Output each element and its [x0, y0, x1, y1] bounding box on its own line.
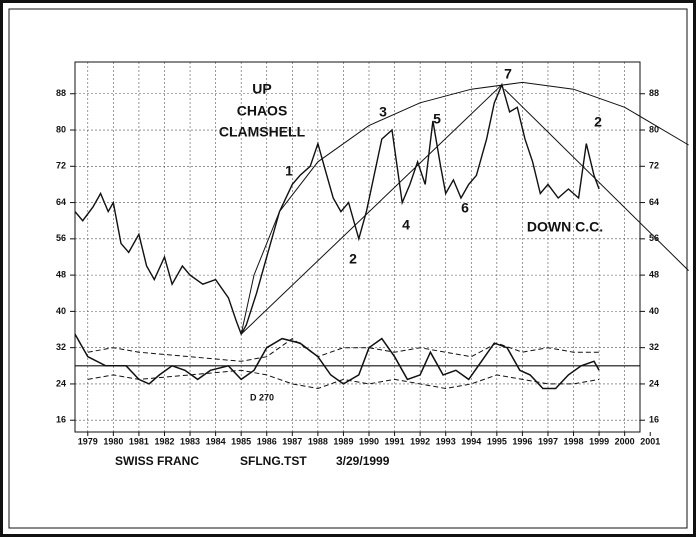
- y2-tick-label: 32: [649, 342, 659, 352]
- clamshell-arc: [240, 81, 689, 335]
- footer-text: SFLNG.TST: [240, 454, 307, 468]
- x-tick-label: 1991: [385, 436, 405, 446]
- x-tick-label: 1979: [78, 436, 98, 446]
- y2-tick-label: 24: [649, 378, 659, 388]
- y2-tick-label: 16: [649, 415, 659, 425]
- x-tick-label: 1985: [231, 436, 251, 446]
- plot-frame: [74, 61, 641, 433]
- y-tick-label: 40: [56, 306, 66, 316]
- y2-tick-label: 72: [649, 161, 659, 171]
- annotation: UP: [252, 81, 271, 97]
- x-tick-label: 1983: [180, 436, 200, 446]
- annotation: DOWN C.C.: [527, 219, 603, 235]
- annotation: D 270: [250, 392, 274, 402]
- x-tick-label: 1987: [282, 436, 302, 446]
- annotation: 6: [461, 200, 469, 216]
- x-tick-label: 1986: [257, 436, 277, 446]
- annotation: CLAMSHELL: [219, 124, 306, 140]
- lower-band: [87, 369, 600, 390]
- annotation: 5: [433, 111, 441, 127]
- y-tick-label: 56: [56, 233, 66, 243]
- x-tick-label: 2000: [615, 436, 635, 446]
- x-tick-label: 1988: [308, 436, 328, 446]
- x-tick-label: 1984: [206, 436, 226, 446]
- x-tick-label: 1980: [103, 436, 123, 446]
- price-line: [74, 82, 600, 336]
- x-tick-label: 1993: [436, 436, 456, 446]
- y2-tick-label: 40: [649, 306, 659, 316]
- x-tick-label: 1982: [154, 436, 174, 446]
- annotation: CHAOS: [237, 103, 288, 119]
- trend-line: [240, 84, 503, 335]
- y2-tick-label: 56: [649, 233, 659, 243]
- x-tick-label: 1992: [410, 436, 430, 446]
- inner-frame: [8, 8, 688, 529]
- y2-tick-label: 64: [649, 197, 659, 207]
- x-tick-label: 1981: [129, 436, 149, 446]
- y-tick-label: 48: [56, 269, 66, 279]
- y-tick-label: 16: [56, 415, 66, 425]
- y-tick-label: 64: [56, 197, 66, 207]
- y-tick-label: 88: [56, 88, 66, 98]
- oscillator-line: [74, 333, 600, 390]
- x-tick-label: 1996: [512, 436, 532, 446]
- y-tick-label: 32: [56, 342, 66, 352]
- annotation: 3: [379, 104, 387, 120]
- trend-line: [504, 88, 689, 271]
- x-tick-label: 1995: [487, 436, 507, 446]
- annotation: 2: [349, 251, 357, 267]
- footer-text: 3/29/1999: [336, 454, 390, 468]
- annotation: 4: [402, 217, 410, 233]
- annotation: 7: [504, 66, 512, 82]
- y-tick-label: 24: [56, 378, 66, 388]
- y-tick-label: 80: [56, 124, 66, 134]
- footer-text: SWISS FRANC: [115, 454, 199, 468]
- x-tick-label: 2001: [640, 436, 660, 446]
- x-tick-label: 1994: [461, 436, 481, 446]
- x-tick-label: 1997: [538, 436, 558, 446]
- y2-tick-label: 48: [649, 269, 659, 279]
- y2-tick-label: 88: [649, 88, 659, 98]
- annotation: 2: [594, 114, 602, 130]
- x-tick-label: 1999: [589, 436, 609, 446]
- x-tick-label: 1989: [333, 436, 353, 446]
- y-tick-label: 72: [56, 161, 66, 171]
- x-tick-label: 1990: [359, 436, 379, 446]
- y2-tick-label: 80: [649, 124, 659, 134]
- annotation: 1: [285, 163, 293, 179]
- x-tick-label: 1998: [564, 436, 584, 446]
